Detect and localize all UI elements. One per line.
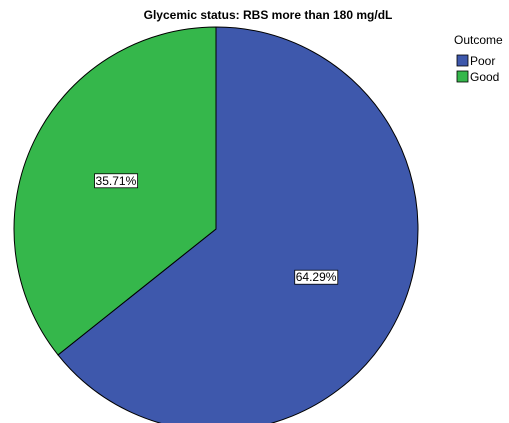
slice-value-label-good: 35.71%: [94, 173, 138, 189]
slice-labels: 64.29% 35.71%: [94, 173, 339, 285]
legend-swatch-poor: [456, 54, 469, 67]
pie-slice-poor: [57, 26, 419, 423]
legend-swatch-good: [456, 70, 469, 83]
legend: Outcome Poor Good: [454, 33, 503, 84]
chart-title: Glycemic status: RBS more than 180 mg/dL: [144, 8, 393, 22]
slice-value-box: [94, 173, 138, 189]
pie-slices: [13, 26, 419, 423]
legend-label-good: Good: [470, 70, 499, 84]
pie-slice-good: [13, 26, 217, 356]
slice-value-box: [294, 269, 339, 285]
legend-title: Outcome: [454, 33, 503, 47]
legend-items: Poor Good: [456, 54, 499, 84]
slice-value-label-poor: 64.29%: [294, 269, 339, 285]
slice-value-text: 35.71%: [96, 174, 137, 188]
slice-value-text: 64.29%: [296, 270, 337, 284]
legend-label-poor: Poor: [470, 54, 495, 68]
